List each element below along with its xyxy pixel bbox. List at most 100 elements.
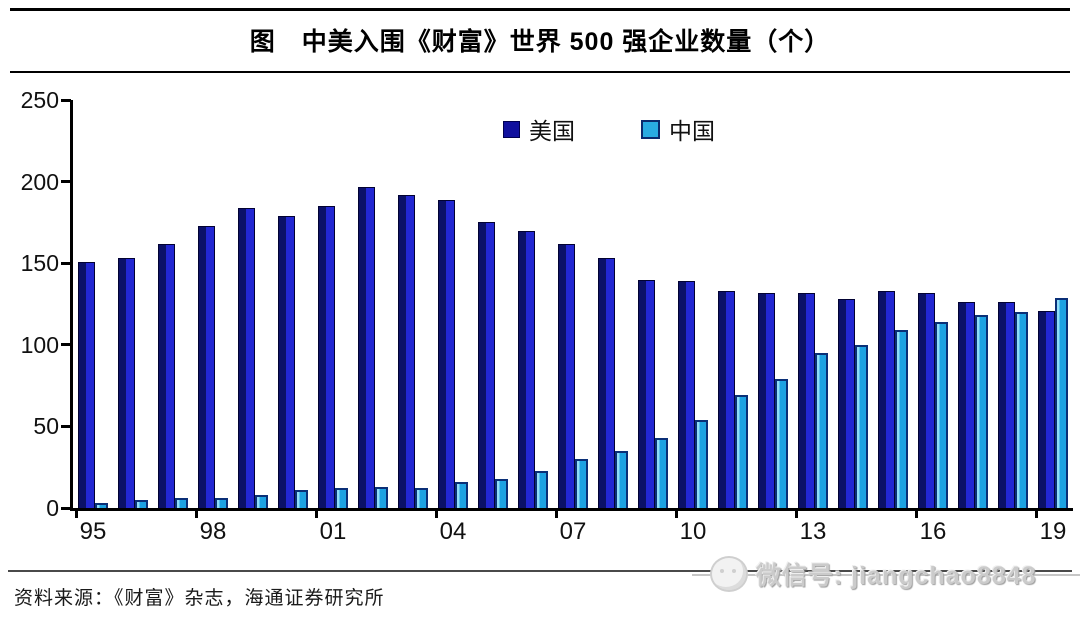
watermark-text: 微信号: jiangchao8848 bbox=[756, 562, 1037, 590]
bar-cn-1997 bbox=[175, 498, 188, 508]
bar-us-2016 bbox=[918, 292, 935, 508]
y-tick-mark-0 bbox=[61, 506, 71, 510]
bar-us-2004 bbox=[438, 199, 455, 508]
x-tick-mark-19 bbox=[1035, 511, 1038, 518]
bar-cn-2010 bbox=[695, 419, 708, 508]
bars-container bbox=[73, 100, 1073, 508]
bar-group-2016 bbox=[913, 100, 953, 508]
bar-cn-2003 bbox=[415, 488, 428, 508]
y-tick-mark-250 bbox=[61, 98, 71, 102]
bar-group-2012 bbox=[753, 100, 793, 508]
bar-us-2005 bbox=[478, 222, 495, 508]
title-block: 图 中美入围《财富》世界 500 强企业数量（个） bbox=[10, 8, 1070, 73]
bar-cn-2019 bbox=[1055, 297, 1068, 508]
watermark-line bbox=[692, 574, 1080, 576]
bar-us-2012 bbox=[758, 292, 775, 508]
cn-legend-swatch-icon bbox=[641, 119, 660, 139]
legend: 美国 中国 bbox=[503, 112, 715, 146]
bar-cn-1995 bbox=[95, 503, 108, 508]
bar-us-1996 bbox=[118, 258, 135, 508]
wechat-icon bbox=[710, 556, 748, 592]
x-tick-mark-16 bbox=[915, 511, 918, 518]
x-tick-label-19: 19 bbox=[1039, 518, 1067, 545]
x-tick-label-07: 07 bbox=[559, 518, 587, 545]
bar-cn-1998 bbox=[215, 498, 228, 508]
bar-us-2009 bbox=[638, 279, 655, 508]
bar-cn-2008 bbox=[615, 450, 628, 508]
x-tick-label-13: 13 bbox=[799, 518, 827, 545]
bar-us-2007 bbox=[558, 243, 575, 508]
x-tick-mark-95 bbox=[75, 511, 78, 518]
bar-group-1997 bbox=[153, 100, 193, 508]
bar-cn-2007 bbox=[575, 459, 588, 508]
bar-cn-2011 bbox=[735, 395, 748, 508]
bar-group-1996 bbox=[113, 100, 153, 508]
y-tick-label-50: 50 bbox=[33, 413, 59, 440]
bar-group-2010 bbox=[673, 100, 713, 508]
x-tick-label-10: 10 bbox=[679, 518, 707, 545]
bar-us-2006 bbox=[518, 230, 535, 508]
x-tick-mark-04 bbox=[435, 511, 438, 518]
plot-area: 0 50 100 150 200 250 95 98 01 04 07 10 13 16 19 bbox=[21, 87, 1073, 545]
bar-us-2011 bbox=[718, 290, 735, 508]
x-tick-label-04: 04 bbox=[439, 518, 467, 545]
y-tick-label-200: 200 bbox=[20, 168, 59, 195]
bar-us-2019 bbox=[1038, 310, 1055, 508]
bar-group-2002 bbox=[353, 100, 393, 508]
bar-us-1995 bbox=[78, 261, 95, 508]
bar-cn-2006 bbox=[535, 470, 548, 508]
x-tick-label-16: 16 bbox=[919, 518, 947, 545]
us-legend-swatch-icon bbox=[503, 120, 520, 138]
x-tick-mark-10 bbox=[675, 511, 678, 518]
bar-group-2008 bbox=[593, 100, 633, 508]
bar-group-2017 bbox=[953, 100, 993, 508]
watermark: 微信号: jiangchao8848 bbox=[692, 550, 1080, 598]
x-tick-mark-13 bbox=[795, 511, 798, 518]
bar-us-2013 bbox=[798, 292, 815, 508]
bar-group-2005 bbox=[473, 100, 513, 508]
bar-group-2014 bbox=[833, 100, 873, 508]
bar-group-2011 bbox=[713, 100, 753, 508]
bar-group-2019 bbox=[1033, 100, 1073, 508]
bar-us-2014 bbox=[838, 299, 855, 508]
bar-group-2004 bbox=[433, 100, 473, 508]
bar-us-2015 bbox=[878, 290, 895, 508]
bar-us-1997 bbox=[158, 243, 175, 508]
bar-cn-2000 bbox=[295, 490, 308, 508]
bar-cn-2014 bbox=[855, 344, 868, 508]
bar-group-2018 bbox=[993, 100, 1033, 508]
y-tick-label-100: 100 bbox=[20, 331, 59, 358]
legend-item-cn: 中国 bbox=[641, 112, 715, 146]
bar-cn-2016 bbox=[935, 322, 948, 508]
bar-cn-2015 bbox=[895, 330, 908, 508]
bar-cn-2018 bbox=[1015, 312, 1028, 508]
bar-group-2007 bbox=[553, 100, 593, 508]
bar-us-1999 bbox=[238, 207, 255, 508]
bar-cn-2009 bbox=[655, 437, 668, 508]
bar-us-2010 bbox=[678, 281, 695, 508]
bar-us-1998 bbox=[198, 225, 215, 508]
bar-cn-1996 bbox=[135, 499, 148, 508]
chart-title: 图 中美入围《财富》世界 500 强企业数量（个） bbox=[249, 28, 831, 56]
bar-us-2002 bbox=[358, 186, 375, 508]
bar-cn-2012 bbox=[775, 379, 788, 508]
y-tick-mark-100 bbox=[61, 343, 71, 347]
source-note: 资料来源：《财富》杂志，海通证券研究所 bbox=[14, 588, 385, 609]
bar-cn-2001 bbox=[335, 488, 348, 508]
bar-us-2017 bbox=[958, 302, 975, 508]
bar-cn-1999 bbox=[255, 494, 268, 508]
bar-group-2013 bbox=[793, 100, 833, 508]
x-tick-label-95: 95 bbox=[79, 518, 107, 545]
legend-label-us: 美国 bbox=[529, 118, 575, 144]
bar-group-2003 bbox=[393, 100, 433, 508]
y-tick-mark-50 bbox=[61, 424, 71, 428]
x-tick-mark-01 bbox=[315, 511, 318, 518]
bar-group-2009 bbox=[633, 100, 673, 508]
bar-group-2001 bbox=[313, 100, 353, 508]
bar-group-1998 bbox=[193, 100, 233, 508]
bar-cn-2017 bbox=[975, 315, 988, 508]
bar-us-2003 bbox=[398, 194, 415, 508]
y-tick-mark-150 bbox=[61, 261, 71, 265]
x-tick-mark-98 bbox=[195, 511, 198, 518]
